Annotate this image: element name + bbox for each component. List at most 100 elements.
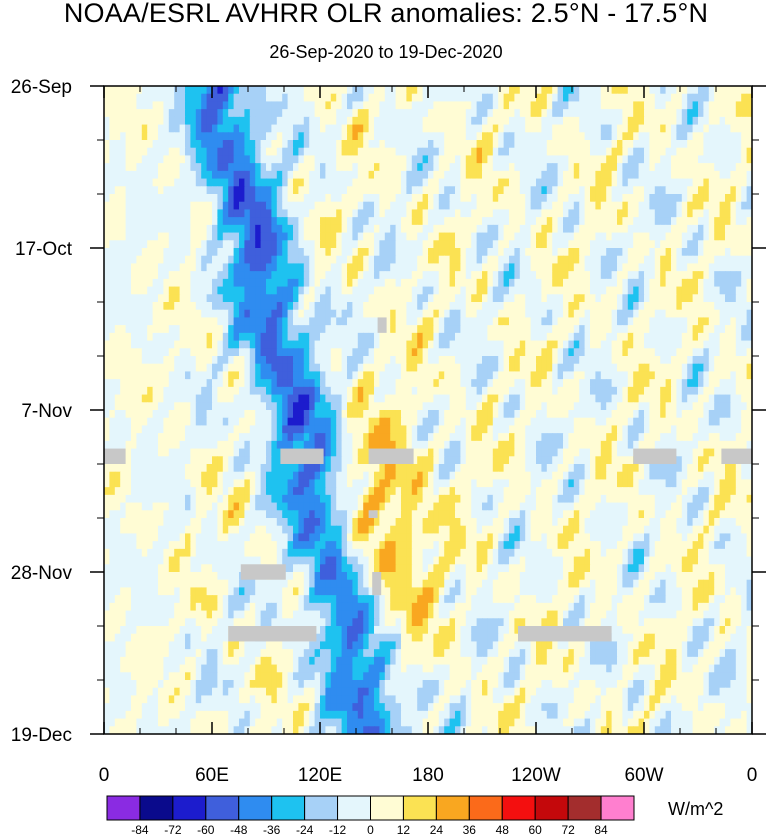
field-cell [395,109,402,118]
field-cell [568,340,575,349]
field-cell [120,363,127,373]
field-cell [471,402,478,411]
field-cell [455,309,461,319]
field-cell [633,155,640,164]
field-cell [131,194,137,203]
anomaly-field [104,86,752,734]
field-cell [471,201,478,211]
field-cell [606,147,613,157]
field-cell [698,340,704,349]
field-cell [730,170,737,180]
field-cell [303,356,310,365]
field-cell [401,394,407,403]
field-cell [735,286,742,295]
field-cell [271,124,278,133]
field-cell [633,93,640,103]
field-cell [384,340,391,349]
field-cell [330,186,337,195]
field-cell [384,201,391,211]
field-cell [120,348,127,357]
field-cell [509,201,515,211]
field-cell [730,86,737,95]
field-cell [471,356,478,365]
field-cell [455,194,461,203]
field-cell [698,240,704,249]
field-cell [617,224,623,234]
field-cell [746,394,752,403]
field-cell [708,309,715,319]
field-cell [692,140,699,149]
field-cell [239,194,245,203]
field-cell [509,402,515,411]
field-cell [698,332,704,342]
field-cell [460,232,467,241]
field-cell [509,86,515,95]
field-cell [725,278,731,288]
field-cell [303,101,310,110]
field-cell [136,379,143,388]
field-cell [525,101,532,110]
field-cell [590,379,596,388]
field-cell [503,132,510,141]
field-cell [519,232,526,241]
field-cell [573,86,580,95]
field-cell [104,340,110,349]
field-cell [417,224,424,234]
field-cell [131,294,137,303]
field-cell [271,402,278,411]
field-cell [703,356,710,365]
field-cell [687,248,694,257]
field-cell [384,93,391,103]
field-cell [482,255,488,265]
field-cell [536,132,542,141]
field-cell [433,178,440,187]
field-cell [595,271,602,280]
field-cell [638,170,645,180]
field-cell [141,294,148,303]
field-cell [249,356,256,365]
field-cell [282,371,289,380]
field-cell [482,340,488,349]
field-cell [595,394,602,403]
field-cell [649,263,656,272]
field-cell [152,286,159,295]
field-cell [525,309,532,319]
field-cell [141,124,148,133]
field-cell [703,325,710,334]
field-cell [595,278,602,288]
field-cell [703,240,710,249]
field-cell [147,116,154,126]
field-cell [649,340,656,349]
field-cell [104,325,110,334]
field-cell [644,348,650,357]
field-cell [401,332,407,342]
field-cell [725,109,731,118]
field-cell [336,155,343,164]
field-cell [482,379,488,388]
field-cell [357,332,364,342]
field-cell [120,371,127,380]
field-cell [325,278,332,288]
field-cell [314,124,321,133]
field-cell [525,155,532,164]
field-cell [336,394,343,403]
field-cell [276,170,283,180]
field-cell [654,170,661,180]
field-cell [741,340,748,349]
field-cell [330,132,337,141]
field-cell [741,278,748,288]
field-cell [287,132,294,141]
field-cell [368,132,375,141]
field-cell [136,386,143,396]
field-cell [109,178,116,187]
field-cell [681,170,688,180]
field-cell [600,116,607,126]
field-cell [147,294,154,303]
field-cell [411,356,418,365]
field-cell [266,278,272,288]
field-cell [298,116,305,126]
field-cell [546,163,553,172]
field-cell [600,379,607,388]
field-cell [233,402,240,411]
field-cell [228,402,235,411]
